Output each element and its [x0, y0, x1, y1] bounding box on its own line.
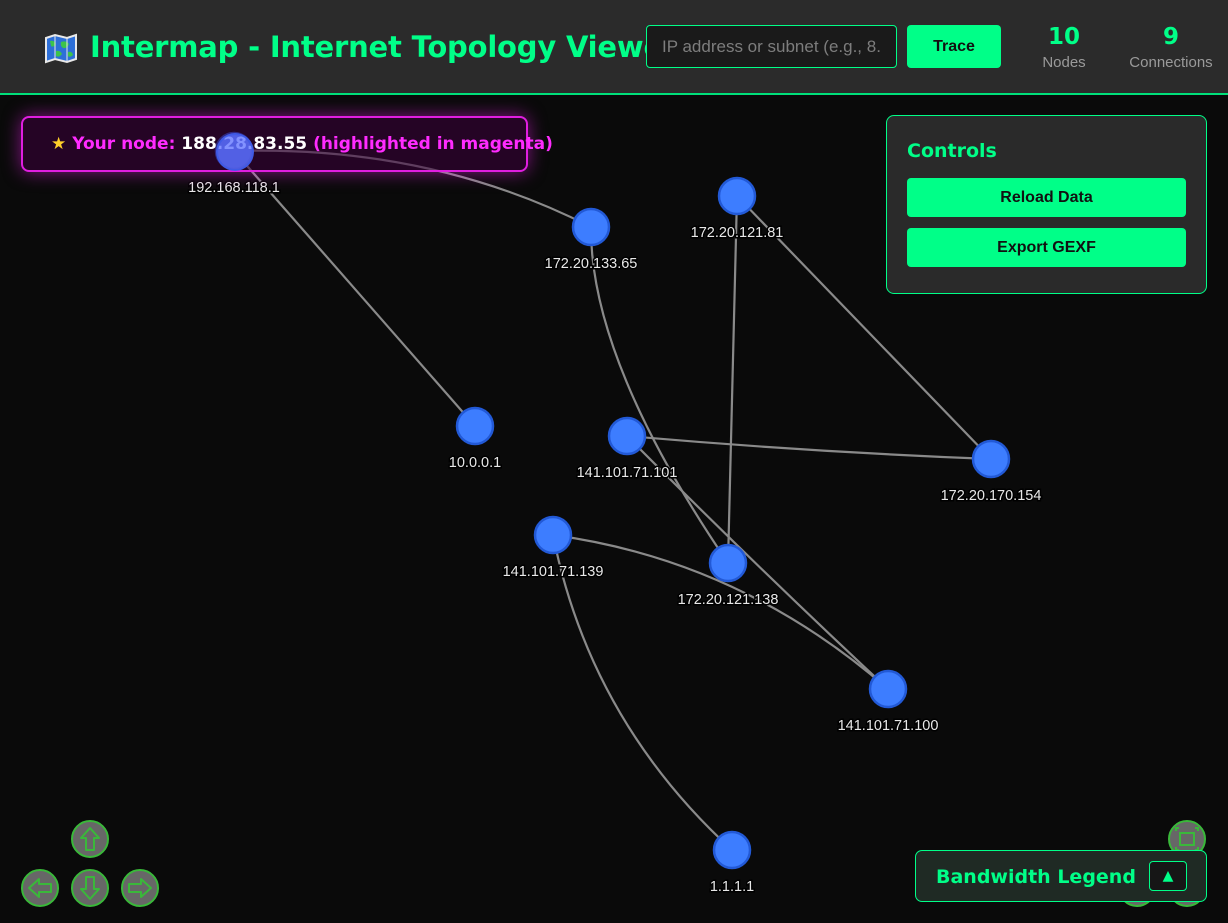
- graph-node-10-0-0-1[interactable]: 10.0.0.1: [447, 406, 503, 473]
- node-circle[interactable]: [571, 207, 611, 247]
- pan-up-button[interactable]: [71, 820, 109, 858]
- graph-node-172-20-133-65[interactable]: 172.20.133.65: [543, 207, 639, 274]
- graph-node-141-101-71-100[interactable]: 141.101.71.100: [836, 669, 940, 736]
- node-circle[interactable]: [455, 406, 495, 446]
- node-circle[interactable]: [712, 830, 752, 870]
- your-node-ip: 188.28.83.55: [181, 134, 308, 154]
- bandwidth-legend-title: Bandwidth Legend: [936, 866, 1136, 888]
- node-circle[interactable]: [971, 439, 1011, 479]
- graph-node-172-20-121-81[interactable]: 172.20.121.81: [689, 176, 785, 243]
- bandwidth-legend: Bandwidth Legend ▲: [915, 850, 1207, 902]
- node-label: 172.20.121.81: [691, 225, 784, 241]
- connections-label: Connections: [1129, 54, 1213, 71]
- reload-data-button[interactable]: Reload Data: [907, 178, 1186, 217]
- node-label: 172.20.133.65: [545, 256, 638, 272]
- pan-right-button[interactable]: [121, 869, 159, 907]
- nodes-count: 10: [1047, 24, 1080, 50]
- legend-toggle-button[interactable]: ▲: [1149, 861, 1187, 891]
- graph-edge: [726, 195, 739, 564]
- fit-view-icon: [1175, 827, 1199, 851]
- star-icon: ★: [51, 134, 67, 154]
- nodes-label: Nodes: [1042, 54, 1086, 71]
- trace-button[interactable]: Trace: [907, 25, 1001, 68]
- node-circle[interactable]: [607, 416, 647, 456]
- arrow-right-icon: [128, 878, 152, 898]
- arrow-left-icon: [28, 878, 52, 898]
- nodes-stat: 10 Nodes: [1034, 22, 1094, 74]
- graph-node-172-20-121-138[interactable]: 172.20.121.138: [676, 543, 780, 610]
- graph-node-172-20-170-154[interactable]: 172.20.170.154: [939, 439, 1043, 506]
- arrow-up-icon: [80, 827, 100, 851]
- pan-down-button[interactable]: [71, 869, 109, 907]
- graph-edge: [626, 435, 889, 690]
- graph-edge: [233, 150, 476, 427]
- export-gexf-button[interactable]: Export GEXF: [907, 228, 1186, 267]
- node-label: 141.101.71.101: [577, 465, 678, 481]
- node-label: 10.0.0.1: [449, 455, 501, 471]
- node-circle[interactable]: [868, 669, 908, 709]
- graph-edge: [626, 434, 992, 461]
- graph-node-1-1-1-1[interactable]: 1.1.1.1: [708, 830, 756, 897]
- node-label: 172.20.170.154: [941, 488, 1042, 504]
- node-label: 172.20.121.138: [678, 592, 779, 608]
- node-circle[interactable]: [717, 176, 757, 216]
- connections-count: 9: [1162, 24, 1179, 50]
- node-circle[interactable]: [533, 515, 573, 555]
- app-title: Intermap - Internet Topology Viewer: [90, 30, 678, 64]
- controls-panel: Controls Reload Data Export GEXF: [886, 115, 1207, 294]
- your-node-banner: ★ Your node: 188.28.83.55 (highlighted in…: [21, 116, 553, 172]
- your-node-prefix: Your node:: [72, 134, 176, 154]
- graph-edge: [551, 534, 733, 851]
- graph-edge: [736, 195, 992, 460]
- controls-title: Controls: [907, 140, 997, 162]
- node-circle[interactable]: [708, 543, 748, 583]
- graph-node-141-101-71-139[interactable]: 141.101.71.139: [501, 515, 605, 582]
- pan-left-button[interactable]: [21, 869, 59, 907]
- node-label: 141.101.71.100: [838, 718, 939, 734]
- graph-node-141-101-71-101[interactable]: 141.101.71.101: [575, 416, 679, 483]
- graph-edge: [552, 533, 889, 690]
- arrow-down-icon: [80, 876, 100, 900]
- graph-edge: [589, 226, 729, 564]
- world-map-icon: [45, 33, 77, 64]
- your-node-suffix: (highlighted in magenta): [313, 134, 553, 154]
- node-label: 192.168.118.1: [188, 180, 280, 196]
- header-bar: Intermap - Internet Topology Viewer Trac…: [0, 0, 1228, 95]
- connections-stat: 9 Connections: [1122, 22, 1220, 74]
- node-label: 141.101.71.139: [503, 564, 604, 580]
- ip-search-input[interactable]: [646, 25, 897, 68]
- node-label: 1.1.1.1: [710, 879, 754, 895]
